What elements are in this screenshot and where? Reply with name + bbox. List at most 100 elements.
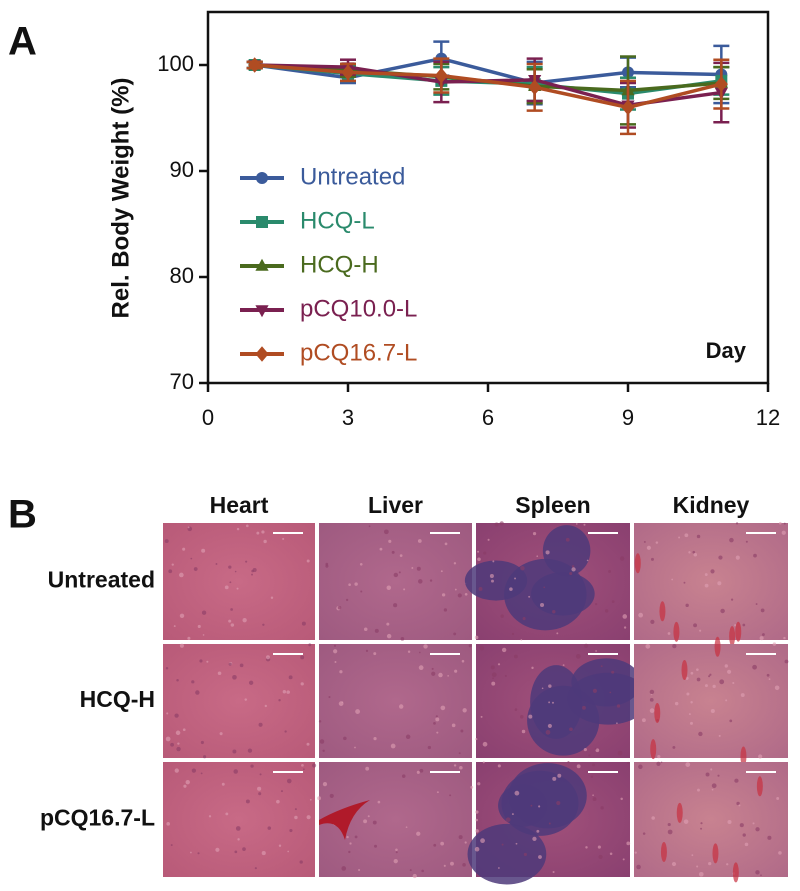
texture bbox=[729, 719, 733, 723]
texture bbox=[312, 763, 317, 768]
texture bbox=[475, 829, 479, 833]
texture bbox=[545, 550, 550, 555]
line bbox=[254, 63, 722, 110]
texture bbox=[217, 671, 222, 676]
texture bbox=[688, 551, 691, 554]
texture bbox=[725, 699, 728, 702]
texture bbox=[453, 562, 457, 565]
texture bbox=[755, 827, 760, 832]
texture bbox=[256, 531, 260, 535]
texture bbox=[514, 577, 516, 580]
texture bbox=[778, 851, 782, 855]
texture bbox=[532, 836, 537, 841]
texture bbox=[174, 768, 179, 773]
texture bbox=[259, 773, 262, 776]
texture bbox=[592, 794, 594, 797]
texture bbox=[742, 833, 746, 837]
texture bbox=[412, 873, 417, 879]
texture bbox=[475, 818, 479, 822]
texture bbox=[230, 608, 233, 611]
texture bbox=[759, 636, 764, 641]
tissue-background bbox=[163, 523, 315, 640]
texture bbox=[772, 642, 777, 646]
texture bbox=[289, 828, 293, 833]
texture bbox=[230, 623, 235, 627]
texture bbox=[490, 665, 495, 670]
texture bbox=[504, 674, 507, 677]
histology-image bbox=[163, 643, 315, 759]
texture bbox=[482, 761, 485, 764]
texture bbox=[729, 537, 734, 543]
texture bbox=[418, 651, 421, 654]
texture bbox=[468, 644, 472, 648]
texture bbox=[177, 742, 180, 745]
texture bbox=[453, 764, 457, 767]
texture bbox=[711, 783, 717, 789]
texture bbox=[649, 697, 654, 702]
texture bbox=[286, 690, 290, 694]
texture bbox=[620, 797, 623, 801]
texture bbox=[730, 598, 734, 601]
texture bbox=[480, 715, 483, 718]
texture bbox=[541, 687, 544, 690]
texture bbox=[225, 812, 229, 816]
texture bbox=[355, 709, 360, 714]
texture bbox=[171, 563, 174, 566]
texture bbox=[704, 583, 709, 588]
vessel bbox=[714, 636, 721, 657]
texture bbox=[760, 608, 765, 613]
texture bbox=[592, 688, 597, 693]
texture bbox=[604, 609, 609, 613]
texture bbox=[696, 677, 701, 682]
texture bbox=[386, 622, 390, 626]
texture bbox=[609, 852, 613, 855]
texture bbox=[435, 715, 438, 718]
vessel bbox=[712, 843, 719, 864]
texture bbox=[309, 798, 312, 801]
texture bbox=[738, 804, 741, 807]
legend-marker bbox=[255, 346, 269, 362]
texture bbox=[346, 835, 349, 839]
vessel bbox=[650, 739, 657, 760]
texture bbox=[170, 844, 173, 847]
texture bbox=[491, 681, 496, 686]
follicle bbox=[508, 763, 587, 829]
texture bbox=[306, 815, 311, 820]
vessel bbox=[732, 862, 739, 883]
texture bbox=[479, 645, 485, 651]
texture bbox=[431, 667, 434, 670]
texture bbox=[576, 764, 581, 769]
texture bbox=[360, 590, 363, 593]
texture bbox=[411, 567, 414, 569]
texture bbox=[233, 769, 238, 774]
texture bbox=[245, 560, 248, 563]
texture bbox=[421, 869, 424, 873]
texture bbox=[617, 750, 623, 756]
x-axis-label: Day bbox=[706, 338, 747, 363]
texture bbox=[245, 799, 250, 804]
texture bbox=[337, 605, 342, 610]
texture bbox=[206, 660, 209, 663]
texture bbox=[492, 560, 495, 563]
texture bbox=[341, 866, 347, 871]
texture bbox=[338, 701, 344, 706]
texture bbox=[638, 764, 643, 770]
texture bbox=[239, 663, 244, 668]
texture bbox=[674, 701, 679, 706]
texture bbox=[286, 778, 292, 784]
texture bbox=[390, 743, 396, 749]
texture bbox=[236, 587, 239, 590]
texture bbox=[598, 854, 603, 860]
texture bbox=[270, 596, 274, 600]
texture bbox=[317, 796, 322, 801]
texture bbox=[179, 613, 185, 619]
texture bbox=[322, 782, 328, 787]
texture bbox=[193, 567, 198, 571]
texture bbox=[258, 722, 263, 727]
texture bbox=[530, 804, 533, 807]
texture bbox=[744, 842, 749, 847]
texture bbox=[333, 649, 338, 654]
texture bbox=[588, 754, 591, 757]
texture bbox=[166, 822, 170, 826]
texture bbox=[215, 847, 220, 852]
